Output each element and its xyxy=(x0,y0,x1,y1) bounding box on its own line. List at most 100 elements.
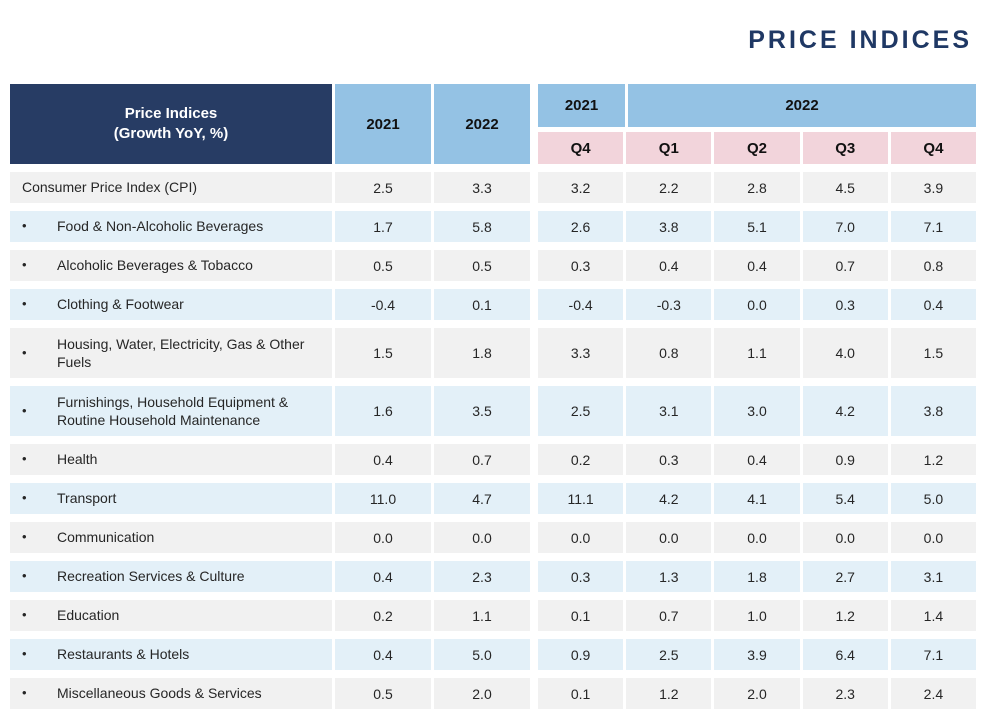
value-cell: 3.1 xyxy=(626,386,712,436)
row-label-cell: • Recreation Services & Culture xyxy=(10,561,332,592)
quarter-col-q4-2022: Q4 xyxy=(890,132,977,164)
column-gap xyxy=(533,483,535,514)
value-cell: 0.5 xyxy=(434,250,530,281)
value-cell: 5.8 xyxy=(434,211,530,242)
value-cell: 2.0 xyxy=(434,678,530,709)
quarter-col-q2-2022: Q2 xyxy=(714,132,800,164)
value-cell: 1.2 xyxy=(626,678,712,709)
value-cell: 1.6 xyxy=(335,386,431,436)
value-cell: 0.9 xyxy=(538,639,624,670)
value-cell: 2.4 xyxy=(890,678,977,709)
value-cell: 1.2 xyxy=(890,444,977,475)
value-cell: 2.2 xyxy=(626,172,712,203)
value-cell: 5.0 xyxy=(890,483,977,514)
row-label: Miscellaneous Goods & Services xyxy=(57,685,262,702)
row-label-cell: • Furnishings, Household Equipment & Rout… xyxy=(10,386,332,436)
value-cell: 2.7 xyxy=(802,561,888,592)
row-label: Recreation Services & Culture xyxy=(57,568,245,585)
value-cell: 0.1 xyxy=(538,678,624,709)
value-cell: 0.4 xyxy=(335,561,431,592)
value-cell: 0.4 xyxy=(890,289,977,320)
row-label: Communication xyxy=(57,529,155,546)
bullet-icon: • xyxy=(22,257,27,273)
row-label: Alcoholic Beverages & Tobacco xyxy=(57,257,253,274)
value-cell: 0.0 xyxy=(802,522,888,553)
bullet-icon: • xyxy=(22,568,27,584)
quarter-col-q1-2022: Q1 xyxy=(626,132,712,164)
value-cell: 0.4 xyxy=(714,444,800,475)
table-header: Price Indices (Growth YoY, %) 2021 2022 … xyxy=(10,84,977,164)
value-cell: 2.3 xyxy=(434,561,530,592)
price-indices-table: Price Indices (Growth YoY, %) 2021 2022 … xyxy=(10,84,977,717)
value-cell: 3.3 xyxy=(434,172,530,203)
value-cell: 4.2 xyxy=(626,483,712,514)
row-label: Transport xyxy=(57,490,117,507)
value-cell: 5.4 xyxy=(802,483,888,514)
bullet-icon: • xyxy=(22,344,27,360)
value-cell: 1.3 xyxy=(626,561,712,592)
value-cell: 0.0 xyxy=(714,289,800,320)
bullet-icon: • xyxy=(22,529,27,545)
quarter-year-row: 2021 2022 xyxy=(538,84,976,127)
value-cell: 0.0 xyxy=(626,522,712,553)
value-cell: 3.9 xyxy=(890,172,977,203)
bullet-icon: • xyxy=(22,296,27,312)
value-cell: 11.1 xyxy=(538,483,624,514)
bullet-icon: • xyxy=(22,402,27,418)
row-label: Furnishings, Household Equipment & Routi… xyxy=(57,393,289,428)
value-cell: 4.0 xyxy=(802,328,888,378)
column-gap xyxy=(533,561,535,592)
value-cell: 4.7 xyxy=(434,483,530,514)
value-cell: 1.5 xyxy=(335,328,431,378)
table-row: • Alcoholic Beverages & Tobacco 0.5 0.5 0.3 0… xyxy=(10,250,977,281)
bullet-icon: • xyxy=(22,685,27,701)
table-row: • Education 0.2 1.1 0.1 0.7 1.0 1.2 1.4 xyxy=(10,600,977,631)
value-cell: 0.1 xyxy=(538,600,624,631)
value-cell: 1.7 xyxy=(335,211,431,242)
value-cell: 1.0 xyxy=(714,600,800,631)
table-body: Consumer Price Index (CPI) 2.5 3.3 3.2 2.2 2.… xyxy=(10,172,977,709)
quarter-col-q3-2022: Q3 xyxy=(802,132,888,164)
page-title: PRICE INDICES xyxy=(748,26,972,54)
value-cell: 0.8 xyxy=(626,328,712,378)
table-row: • Housing, Water, Electricity, Gas & Othe… xyxy=(10,328,977,378)
bullet-icon: • xyxy=(22,490,27,506)
row-label: Clothing & Footwear xyxy=(57,296,184,313)
value-cell: 5.1 xyxy=(714,211,800,242)
value-cell: 0.0 xyxy=(538,522,624,553)
value-cell: 3.3 xyxy=(538,328,624,378)
row-label-cell: • Restaurants & Hotels xyxy=(10,639,332,670)
value-cell: 0.4 xyxy=(714,250,800,281)
value-cell: 1.8 xyxy=(714,561,800,592)
row-label-cell: • Miscellaneous Goods & Services xyxy=(10,678,332,709)
column-gap xyxy=(533,678,535,709)
value-cell: -0.4 xyxy=(538,289,624,320)
value-cell: 6.4 xyxy=(802,639,888,670)
bullet-icon: • xyxy=(22,646,27,662)
value-cell: 0.8 xyxy=(890,250,977,281)
value-cell: 0.2 xyxy=(335,600,431,631)
header-label-line2: (Growth YoY, %) xyxy=(113,125,229,142)
row-label-cell: • Health xyxy=(10,444,332,475)
value-cell: 11.0 xyxy=(335,483,431,514)
value-cell: -0.4 xyxy=(335,289,431,320)
row-label: Consumer Price Index (CPI) xyxy=(22,179,198,196)
quarter-col-q4-2021: Q4 xyxy=(538,132,624,164)
column-gap xyxy=(533,289,535,320)
value-cell: 0.5 xyxy=(335,250,431,281)
value-cell: 7.0 xyxy=(802,211,888,242)
column-gap xyxy=(533,639,535,670)
row-label-cell: Consumer Price Index (CPI) xyxy=(10,172,332,203)
header-gap xyxy=(533,84,535,164)
value-cell: 2.0 xyxy=(714,678,800,709)
value-cell: 2.6 xyxy=(538,211,624,242)
quarter-group-2021: 2021 xyxy=(538,84,625,127)
value-cell: 3.0 xyxy=(714,386,800,436)
table-row: • Food & Non-Alcoholic Beverages 1.7 5.8 2.6… xyxy=(10,211,977,242)
value-cell: 7.1 xyxy=(890,211,977,242)
table-row: • Recreation Services & Culture 0.4 2.3 0.3 1… xyxy=(10,561,977,592)
bullet-icon: • xyxy=(22,607,27,623)
row-label: Food & Non-Alcoholic Beverages xyxy=(57,218,264,235)
bullet-icon: • xyxy=(22,218,27,234)
value-cell: 1.1 xyxy=(434,600,530,631)
